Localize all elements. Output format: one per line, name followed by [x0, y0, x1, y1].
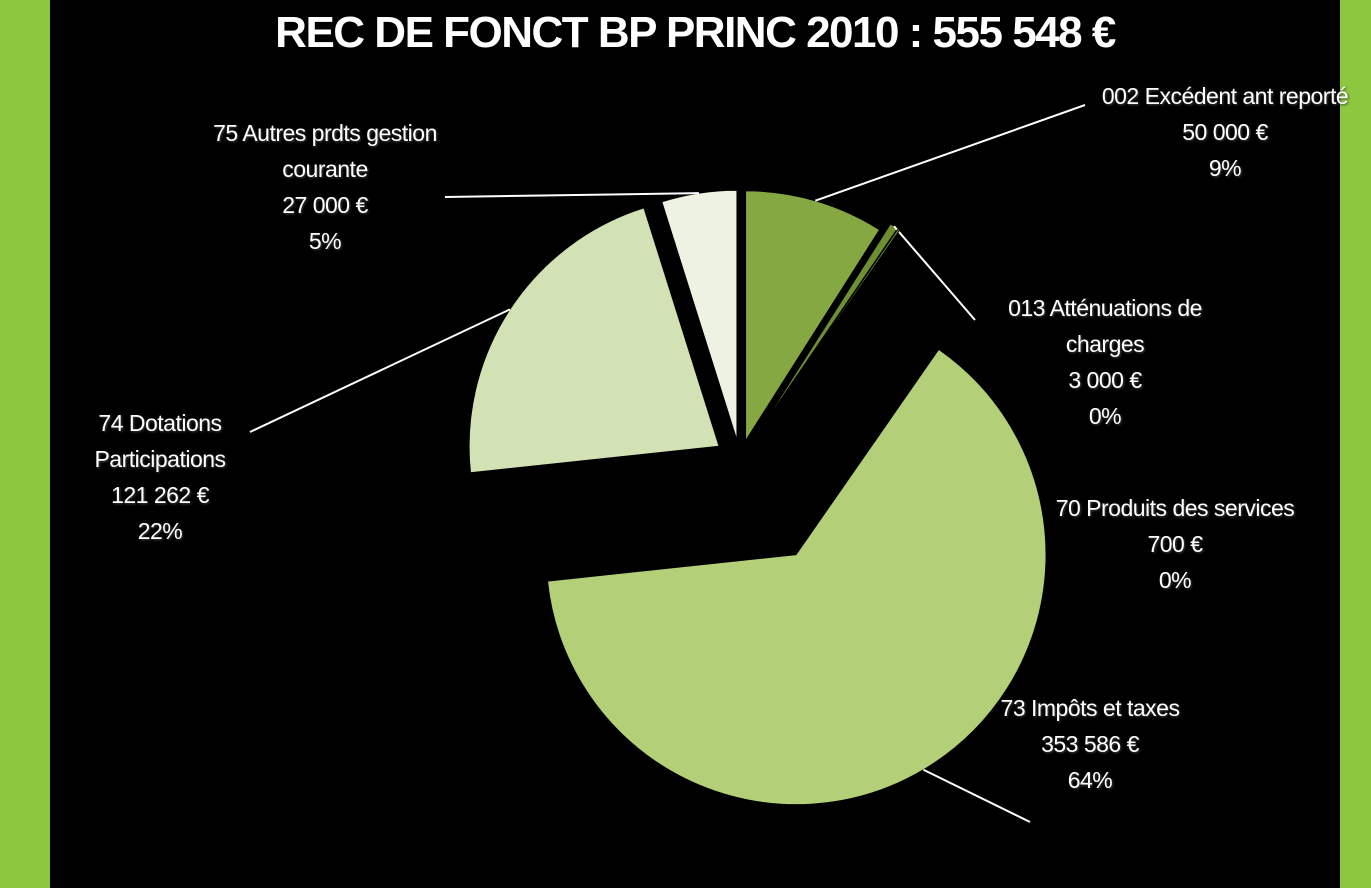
percent-label: 0%: [1088, 403, 1122, 429]
slice-label: 70 Produits des services 700 € 0%: [1050, 490, 1300, 598]
slice-label: 013 Atténuations de charges 3 000 € 0%: [980, 290, 1230, 434]
leader-line: [444, 192, 699, 198]
chart: [249, 104, 1086, 823]
leader-line: [814, 104, 1086, 202]
category-label: 70 Produits des services: [1055, 495, 1295, 521]
chart-panel: REC DE FONCT BP PRINC 2010 : 555 548 € 0…: [50, 0, 1349, 888]
pie-slice: [546, 348, 1047, 806]
slice-label: 74 Dotations Participations 121 262 € 22%: [35, 405, 285, 549]
value-label: 3 000 €: [1068, 367, 1142, 393]
value-label: 121 262 €: [111, 482, 209, 508]
category-label: 73 Impôts et taxes: [1000, 695, 1180, 721]
percent-label: 5%: [308, 228, 342, 254]
percent-label: 64%: [1067, 767, 1113, 793]
value-label: 700 €: [1147, 531, 1203, 557]
leader-line: [893, 225, 976, 321]
leader-line: [923, 768, 1031, 823]
percent-label: 9%: [1208, 155, 1242, 181]
leader-line: [249, 308, 511, 433]
value-label: 50 000 €: [1182, 119, 1268, 145]
slice-label: 73 Impôts et taxes 353 586 € 64%: [965, 690, 1215, 798]
value-label: 27 000 €: [282, 192, 368, 218]
chart-title: REC DE FONCT BP PRINC 2010 : 555 548 €: [275, 8, 1116, 57]
slice-label: 75 Autres prdts gestion courante 27 000 €…: [200, 115, 450, 259]
slice-label: 002 Excédent ant reporté 50 000 € 9%: [1100, 78, 1350, 186]
pie-slice: [468, 207, 720, 474]
percent-label: 0%: [1158, 567, 1192, 593]
category-label: 002 Excédent ant reporté: [1101, 83, 1349, 109]
pie-slice: [756, 223, 899, 436]
category-label: 013 Atténuations de charges: [1008, 295, 1202, 357]
category-label: 74 Dotations Participations: [94, 410, 226, 472]
category-label: 75 Autres prdts gestion courante: [213, 120, 437, 182]
percent-label: 22%: [137, 518, 183, 544]
pie-slice: [756, 228, 901, 436]
value-label: 353 586 €: [1041, 731, 1139, 757]
pie-slice: [745, 190, 881, 443]
